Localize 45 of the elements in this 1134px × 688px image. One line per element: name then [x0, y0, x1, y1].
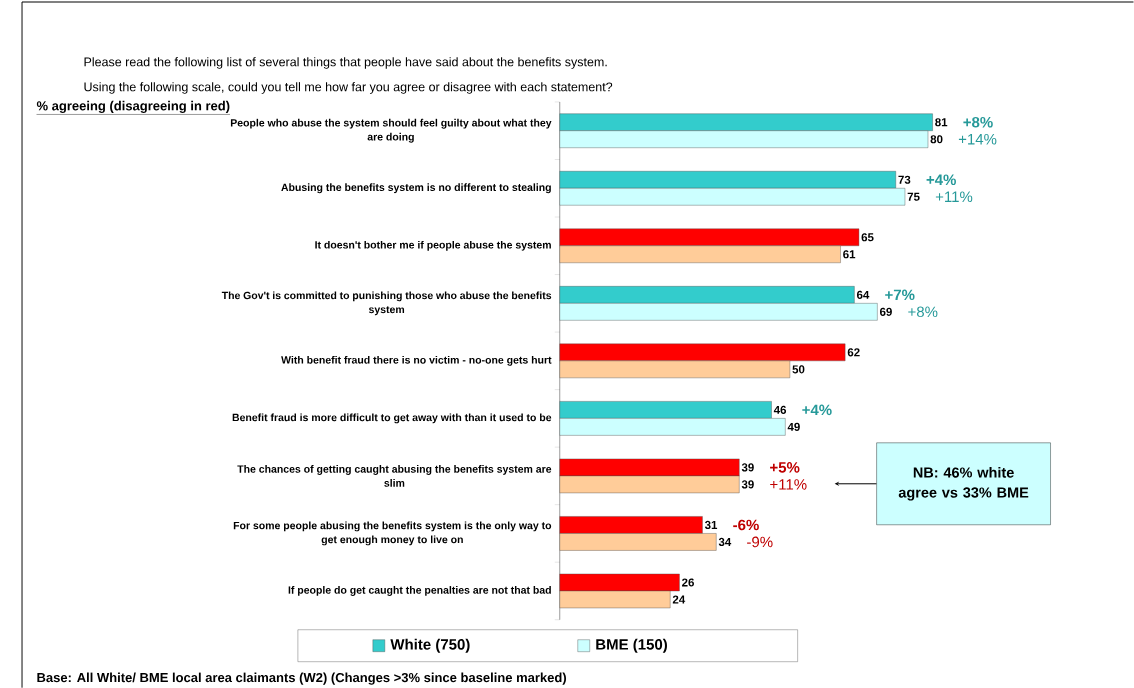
annotation: -6%: [733, 519, 759, 531]
data-label: 46: [773, 405, 787, 414]
y-tick-label: Abusing the benefits system is no different to stealing: [281, 183, 551, 194]
data-label: 24: [672, 595, 686, 604]
annotation: +11%: [770, 479, 807, 490]
data-label: 61: [843, 250, 856, 259]
data-label: 31: [704, 520, 718, 529]
data-label: 39: [741, 463, 754, 472]
legend-label: BME (150): [596, 638, 667, 653]
data-label: 49: [787, 422, 800, 431]
data-label: 34: [718, 537, 732, 546]
data-label: 26: [682, 578, 694, 587]
data-label: 50: [792, 365, 805, 374]
annotation: +8%: [963, 116, 993, 128]
y-tick-label: The Gov't is committed to punishing those who abuse the benefits system: [221, 291, 552, 316]
text: Please read the following list of several things that people have said about the benefits system.: [84, 57, 607, 69]
text: Base: All White/ BME local area claimants (W2) (Changes >3% since baseline marked): [37, 672, 567, 685]
y-tick-label: With benefit fraud there is no victim - no-one gets hurt: [281, 355, 552, 366]
data-label: 81: [935, 118, 948, 127]
data-label: 64: [856, 290, 870, 299]
y-tick-label: Benefit fraud is more difficult to get away with than it used to be: [232, 413, 552, 424]
data-label: 80: [930, 135, 943, 144]
legend-label: White (750): [390, 638, 470, 653]
annotation: +11%: [935, 191, 973, 202]
annotation: +4%: [802, 404, 832, 416]
annotation: NB: 46% white agree vs 33% BME: [898, 466, 1029, 501]
y-tick-label: The chances of getting caught abusing the benefits system are slim: [237, 464, 552, 487]
text: Using the following scale, could you tell me how far you agree or disagree with each statement?: [84, 82, 613, 94]
y-tick-label: For some people abusing the benefits system is the only way to get enough money to live on: [233, 521, 552, 546]
text: % agreeing (disagreeing in red): [36, 100, 230, 113]
annotation: +5%: [770, 462, 800, 473]
y-tick-label: It doesn't bother me if people abuse the system: [315, 240, 551, 251]
data-label: 75: [907, 192, 920, 201]
data-label: 62: [847, 348, 860, 357]
annotation: -9%: [747, 536, 773, 548]
data-label: 39: [741, 480, 754, 489]
y-tick-label: People who abuse the system should feel guilty about what they are doing: [230, 118, 552, 143]
annotation: +4%: [926, 174, 956, 185]
data-label: 65: [861, 233, 874, 242]
data-label: 73: [898, 175, 911, 184]
annotation: +8%: [908, 306, 938, 318]
annotation: +7%: [885, 289, 915, 300]
data-label: 69: [879, 307, 892, 316]
annotation: +14%: [958, 133, 997, 145]
y-tick-label: If people do get caught the penalties are not that bad: [288, 585, 551, 596]
